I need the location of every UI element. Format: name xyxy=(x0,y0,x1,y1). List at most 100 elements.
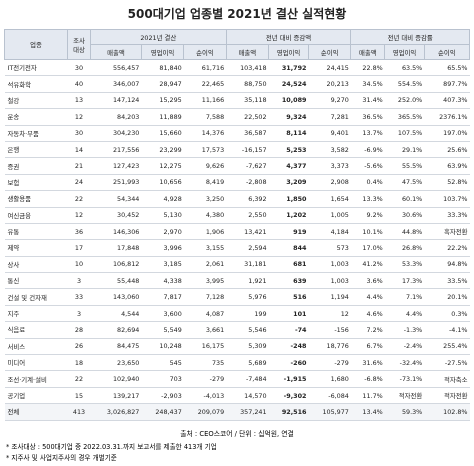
table-cell: 철강 xyxy=(4,92,68,110)
table-cell: 197.0% xyxy=(424,125,470,142)
table-cell: 36.5% xyxy=(350,108,385,126)
table-cell: 3,582 xyxy=(308,141,351,159)
table-cell: 22.8% xyxy=(350,59,385,77)
table-cell: 127,423 xyxy=(90,157,142,175)
table-cell: 생활용품 xyxy=(4,190,68,208)
table-cell: 84,475 xyxy=(90,338,142,356)
table-cell: 102.8% xyxy=(424,403,470,421)
table-cell: 2,908 xyxy=(308,174,351,192)
table-cell: 4,184 xyxy=(308,223,351,241)
table-cell: 357,241 xyxy=(226,403,269,421)
table-row: 제약 17 17,848 3,996 3,155 2,594 844 573 17.0% 26.8… xyxy=(4,239,470,257)
note: * 지주사 및 사업지주사의 경우 개별기준 xyxy=(6,454,117,462)
table-cell: 10,089 xyxy=(268,92,309,110)
table-cell: 81,840 xyxy=(141,59,184,77)
table-cell: 7.2% xyxy=(350,321,385,339)
table-cell: 17,848 xyxy=(90,239,142,257)
table-cell: 14,376 xyxy=(183,125,227,142)
table-cell: 9,626 xyxy=(183,157,227,175)
table-cell: 13.7% xyxy=(350,125,385,142)
table-cell: 5,976 xyxy=(226,288,269,306)
header-cell: 매출액 xyxy=(90,44,142,60)
table-cell: 보험 xyxy=(4,174,68,192)
table-cell: -7,484 xyxy=(226,370,269,388)
table-cell: -1.3% xyxy=(384,321,425,339)
table-cell: 식음료 xyxy=(4,321,68,339)
table-cell: 4.4% xyxy=(350,288,385,306)
table-cell: 15,660 xyxy=(141,125,184,142)
table-cell: 29.1% xyxy=(384,141,425,159)
table-cell: 16,175 xyxy=(183,338,227,356)
table-cell: 2,550 xyxy=(226,207,269,224)
table-cell: -5.6% xyxy=(350,157,385,175)
table-cell: 13,421 xyxy=(226,223,269,241)
table-cell: 1,005 xyxy=(308,207,351,224)
table-cell: 조선·기계·설비 xyxy=(4,370,68,388)
table-cell: 36 xyxy=(67,223,91,241)
table-row: 운송 12 84,203 11,889 7,588 22,502 9,324 7,281 36.… xyxy=(4,108,470,126)
table-row: 공기업 15 139,217 -2,903 -4,013 14,570 -9,302 -6,0… xyxy=(4,387,470,405)
table-row: 철강 13 147,124 15,295 11,166 35,118 10,089 9,270… xyxy=(4,92,470,110)
table-cell: 30 xyxy=(67,125,91,142)
table-cell: 107.5% xyxy=(384,125,425,142)
table-cell: 0.3% xyxy=(424,305,470,323)
table-cell: -279 xyxy=(183,370,227,388)
table-cell: 11,889 xyxy=(141,108,184,126)
table-cell: 3 xyxy=(67,305,91,323)
table-cell: 47.5% xyxy=(384,174,425,192)
table-cell: 8,114 xyxy=(268,125,309,142)
table-cell: -156 xyxy=(308,321,351,339)
table-row: 자동차·부품 30 304,230 15,660 14,376 36,587 8,114 9,… xyxy=(4,125,470,142)
table-cell: 4.6% xyxy=(350,305,385,323)
table-cell: 20.1% xyxy=(424,288,470,306)
table-row: 미디어 18 23,650 545 735 5,689 -260 -279 31.6% -32.4… xyxy=(4,354,470,372)
table-cell: 105,977 xyxy=(308,403,351,421)
table-row: 생활용품 22 54,344 4,928 3,250 6,392 1,850 1,654 13.… xyxy=(4,190,470,208)
table-cell: 14 xyxy=(67,141,91,159)
table-cell: 5,253 xyxy=(268,141,309,159)
table-cell: 1,906 xyxy=(183,223,227,241)
table-cell: 92,516 xyxy=(268,403,309,421)
table-cell: 897.7% xyxy=(424,75,470,93)
table-cell: 적자전환 xyxy=(384,387,425,405)
table-cell: 9,270 xyxy=(308,92,351,110)
table-cell: 5,309 xyxy=(226,338,269,356)
table-cell: 지주 xyxy=(4,305,68,323)
table-cell: 252.0% xyxy=(384,92,425,110)
table-cell: 1,680 xyxy=(308,370,351,388)
table-cell: 3,600 xyxy=(141,305,184,323)
header-group: 2021년 결산 xyxy=(90,29,227,45)
table-cell: 59.3% xyxy=(384,403,425,421)
table-row: 통신 3 55,448 4,338 3,995 1,921 639 1,003 3.6% 17.3… xyxy=(4,272,470,290)
table-cell: 13.4% xyxy=(350,403,385,421)
table-cell: 40 xyxy=(67,75,91,93)
table-cell: 26 xyxy=(67,338,91,356)
table-cell: 143,060 xyxy=(90,288,142,306)
table-cell: -6.9% xyxy=(350,141,385,159)
table-cell: 17 xyxy=(67,239,91,257)
table-row: IT전기전자 30 556,457 81,840 61,716 103,418 31,792… xyxy=(4,59,470,77)
table-cell: 15 xyxy=(67,387,91,405)
table-cell: -32.4% xyxy=(384,354,425,372)
table-cell: 2,970 xyxy=(141,223,184,241)
table-cell: 25.6% xyxy=(424,141,470,159)
table-cell: 20,213 xyxy=(308,75,351,93)
table-cell: 24 xyxy=(67,174,91,192)
table-cell: 55,448 xyxy=(90,272,142,290)
table-row: 상사 10 106,812 3,185 2,061 31,181 681 1,003 41.2%… xyxy=(4,256,470,274)
table-cell: 22 xyxy=(67,370,91,388)
table-cell: 60.1% xyxy=(384,190,425,208)
table-cell: 상사 xyxy=(4,256,68,274)
header-cell: 조사 대상 xyxy=(67,29,91,60)
table-cell: -2,903 xyxy=(141,387,184,405)
table-cell: -2.4% xyxy=(384,338,425,356)
table-row: 건설 및 건자재 33 143,060 7,817 7,128 5,976 516 1,194… xyxy=(4,288,470,306)
table-row: 전체 413 3,026,827 248,437 209,079 357,241 92,51… xyxy=(4,403,470,421)
table-cell: 33 xyxy=(67,288,91,306)
table-cell: 5,130 xyxy=(141,207,184,224)
table-row: 조선·기계·설비 22 102,940 703 -279 -7,484 -1,915 1,68… xyxy=(4,370,470,388)
table-cell: 12,275 xyxy=(141,157,184,175)
table-cell: -73.1% xyxy=(384,370,425,388)
table-cell: -16,157 xyxy=(226,141,269,159)
table-cell: -260 xyxy=(268,354,309,372)
